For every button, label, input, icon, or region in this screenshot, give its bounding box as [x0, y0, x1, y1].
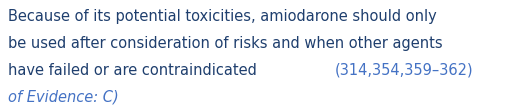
Text: of Evidence: C): of Evidence: C) [8, 90, 118, 105]
Text: have failed or are contraindicated: have failed or are contraindicated [8, 63, 261, 78]
Text: (314,354,359–362): (314,354,359–362) [335, 63, 474, 78]
Text: Because of its potential toxicities, amiodarone should only: Because of its potential toxicities, ami… [8, 9, 436, 24]
Text: be used after consideration of risks and when other agents: be used after consideration of risks and… [8, 36, 442, 51]
